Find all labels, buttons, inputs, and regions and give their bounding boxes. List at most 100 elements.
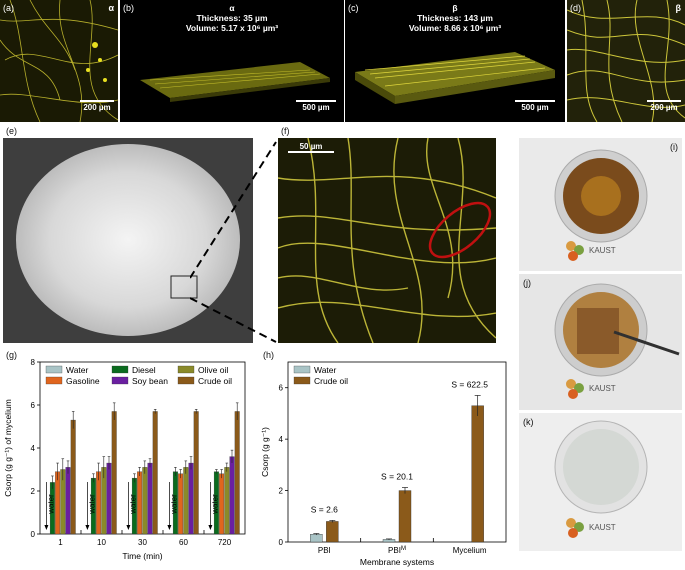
scale-label-a: 200 µm [83, 103, 111, 112]
surface-render-c [355, 52, 555, 104]
legend-label: Crude oil [198, 376, 232, 386]
alpha-tag-a: α [108, 3, 114, 13]
legend-label: Water [66, 365, 89, 375]
thickness-c: Thickness: 143 µm [417, 13, 493, 23]
legend-swatch [45, 365, 63, 374]
legend-label: Soy bean [132, 376, 168, 386]
water-annotation: water [128, 494, 137, 515]
panel-i-photo: (i) KAUST [519, 138, 682, 271]
panel-label-e: (e) [6, 126, 17, 136]
selectivity-label: S = 20.1 [381, 471, 413, 481]
bar [152, 411, 158, 535]
y-tick-label: 8 [31, 358, 36, 367]
x-tick-label: 60 [179, 538, 188, 547]
panel-k-photo: (k) KAUST [519, 413, 682, 551]
legend-swatch [177, 376, 195, 385]
legend-label: Diesel [132, 365, 156, 375]
panel-e-photo [3, 138, 253, 343]
bar [65, 467, 71, 535]
panel-b-3d-render: (b) α Thickness: 35 µm Volume: 5.17 x 10… [120, 0, 344, 122]
x-axis-label: Membrane systems [360, 557, 434, 567]
legend-swatch [177, 365, 195, 374]
x-tick-label: 720 [218, 538, 232, 547]
x-tick-label: Mycelium [453, 546, 487, 555]
selectivity-label: S = 622.5 [451, 379, 488, 389]
fiber-network-d [567, 0, 685, 122]
y-tick-label: 6 [31, 401, 36, 410]
bar [188, 462, 194, 535]
scale-bar-a: 200 µm [80, 100, 114, 112]
panel-j-photo: (j) KAUST [519, 274, 682, 410]
y-tick-label: 0 [31, 530, 36, 539]
panel-label-j: (j) [523, 278, 531, 288]
bar [55, 471, 61, 535]
bar [193, 411, 199, 535]
scale-label-b: 500 µm [302, 103, 330, 112]
legend-label: Water [314, 365, 337, 375]
bar [326, 521, 339, 543]
bar [229, 456, 235, 535]
panel-label-f: (f) [281, 126, 290, 136]
x-tick-label: PBI [318, 546, 331, 555]
x-axis-label: Time (min) [122, 551, 162, 561]
bar [178, 473, 184, 535]
y-axis-label: Csorp (g g⁻¹) of mycelium [3, 399, 13, 497]
highlight-ellipse [428, 201, 492, 259]
bar [147, 462, 153, 535]
y-tick-label: 2 [31, 487, 36, 496]
legend-swatch [45, 376, 63, 385]
bar [224, 467, 230, 535]
x-tick-label: 30 [138, 538, 147, 547]
legend-label: Olive oil [198, 365, 228, 375]
bar [219, 473, 225, 535]
y-tick-label: 0 [279, 538, 284, 547]
bar [471, 405, 484, 543]
bar [398, 490, 412, 543]
y-tick-label: 6 [279, 384, 284, 393]
chart-h: 0 2 4 6 PBI S = 2.6 PBIM S = 20.1 Mycelium S = 62… [260, 361, 507, 567]
thickness-b: Thickness: 35 µm [196, 13, 268, 23]
water-arrowhead [167, 525, 172, 530]
kaust-logo-j: KAUST [589, 384, 616, 393]
panel-c-3d-render: (c) β Thickness: 143 µm Volume: 8.66 x 1… [345, 0, 565, 122]
water-annotation: water [210, 494, 219, 515]
fiber-network-f [278, 138, 496, 343]
title-block-b: α Thickness: 35 µm Volume: 5.17 x 10⁶ µm… [120, 3, 344, 33]
panel-f-micrograph: 50 µm [278, 138, 496, 343]
legend-swatch [111, 376, 129, 385]
panel-label-c: (c) [348, 3, 359, 13]
scale-bar-d: 200 µm [647, 100, 681, 112]
bar [234, 411, 240, 535]
title-block-c: β Thickness: 143 µm Volume: 8.66 x 10⁶ µ… [345, 3, 565, 33]
panel-a-micrograph: (a) α 200 µm [0, 0, 118, 122]
x-tick-label: 10 [97, 538, 106, 547]
water-arrowhead [208, 525, 213, 530]
y-tick-label: 4 [279, 435, 284, 444]
scale-bar-f: 50 µm [288, 142, 334, 154]
scale-bar-b: 500 µm [296, 100, 336, 112]
surface-render-b [140, 62, 330, 102]
panel-label-i: (i) [670, 142, 678, 152]
panel-label-h: (h) [263, 350, 274, 360]
chart-g: 0 2 4 6 8 1 water 10 water 30 water 60 water 720 water… [3, 358, 246, 561]
water-annotation: water [169, 494, 178, 515]
y-axis-label: Csorp (g g⁻¹) [260, 427, 270, 477]
water-arrowhead [44, 525, 49, 530]
kaust-logo-k: KAUST [589, 523, 616, 532]
dish-crude-oil [554, 149, 648, 261]
scale-bar-c: 500 µm [515, 100, 555, 112]
y-tick-label: 4 [31, 444, 36, 453]
water-arrowhead [85, 525, 90, 530]
panel-d-micrograph: (d) β 200 µm [567, 0, 685, 122]
y-tick-label: 2 [279, 487, 284, 496]
mycelium-disc [16, 144, 240, 336]
fiber-network-a [0, 0, 118, 122]
legend-swatch [293, 376, 311, 385]
panel-label-b: (b) [123, 3, 134, 13]
dish-membrane [554, 283, 680, 399]
legend-label: Crude oil [314, 376, 348, 386]
panel-label-g: (g) [6, 350, 17, 360]
bar [183, 467, 189, 535]
volume-b: Volume: 5.17 x 10⁶ µm³ [185, 23, 279, 33]
kaust-logo-i: KAUST [589, 246, 616, 255]
